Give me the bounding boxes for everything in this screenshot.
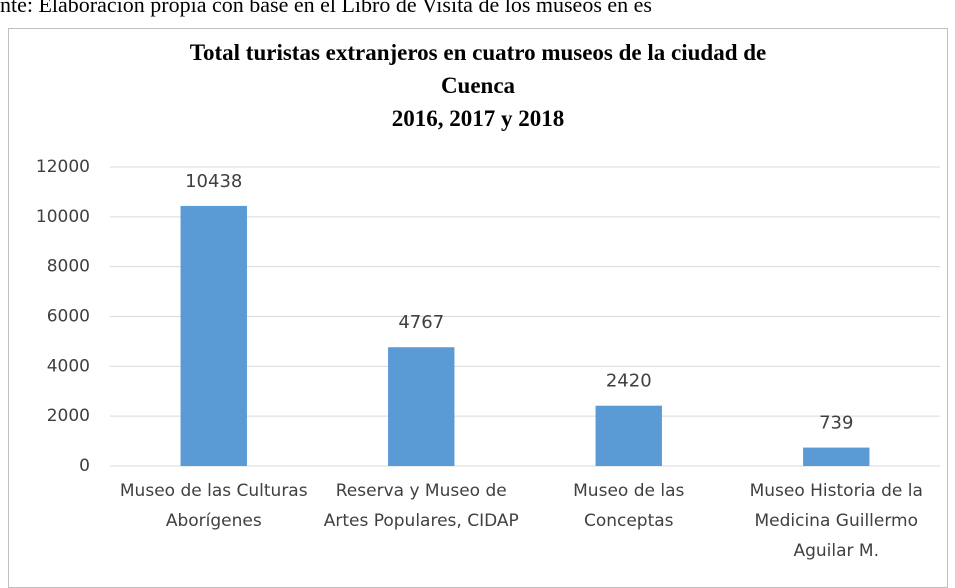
bar bbox=[180, 205, 247, 466]
y-tick-label: 4000 bbox=[47, 356, 90, 376]
data-label: 4767 bbox=[398, 312, 444, 333]
x-tick-label-box: Reserva y Museo de Artes Populares, CIDA… bbox=[323, 481, 519, 531]
x-tick-label: Museo de las Culturas Aborígenes bbox=[119, 481, 308, 531]
x-tick-label-box: Museo Historia de la Medicina Guillermo … bbox=[749, 481, 923, 561]
x-tick-label: Reserva y Museo de Artes Populares, CIDA… bbox=[323, 481, 519, 531]
data-label: 2420 bbox=[606, 371, 652, 392]
x-tick-label: Museo Historia de la Medicina Guillermo … bbox=[749, 481, 923, 561]
x-tick-label: Museo de las Conceptas bbox=[573, 481, 685, 531]
bar bbox=[803, 447, 870, 466]
y-tick-label: 8000 bbox=[47, 257, 90, 277]
caption: nte: Elaboración propia con base en el L… bbox=[0, 0, 652, 17]
chart-title: Total turistas extranjeros en cuatro mus… bbox=[189, 40, 767, 131]
y-tick-label: 0 bbox=[79, 456, 90, 476]
x-tick-label-box: Museo de las Conceptas bbox=[573, 481, 685, 531]
data-label: 10438 bbox=[185, 171, 242, 192]
y-tick-label: 6000 bbox=[47, 307, 90, 327]
x-tick-label-box: Museo de las Culturas Aborígenes bbox=[119, 481, 308, 531]
bar bbox=[388, 347, 455, 466]
bar bbox=[595, 405, 662, 466]
data-label: 739 bbox=[819, 413, 853, 434]
y-tick-label: 2000 bbox=[47, 406, 90, 426]
y-tick-label: 12000 bbox=[36, 157, 90, 177]
y-tick-label: 10000 bbox=[36, 207, 90, 227]
